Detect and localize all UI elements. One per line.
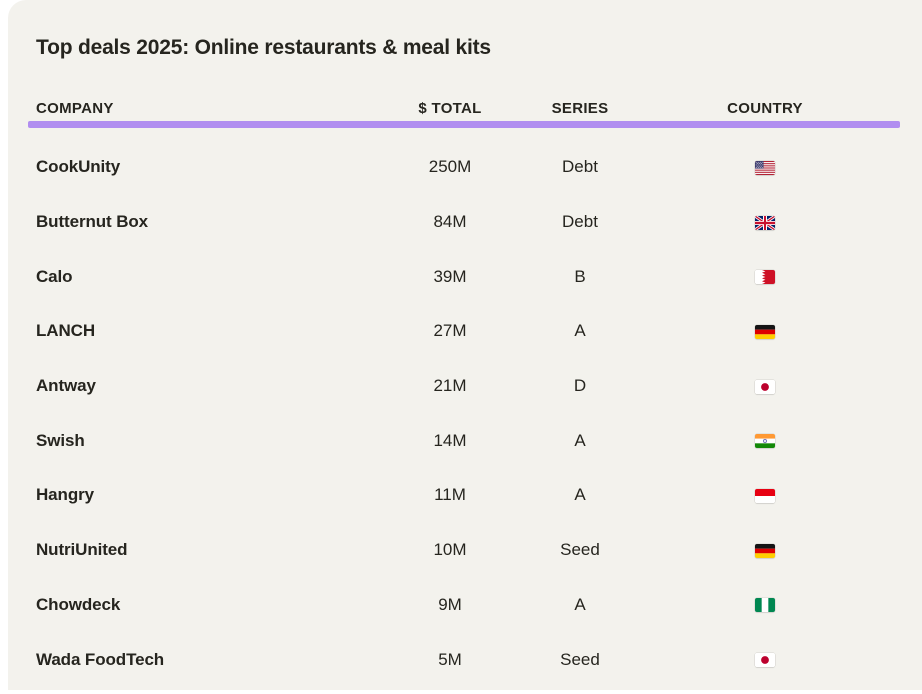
deal-total: 11M [434,485,466,505]
country-cell [630,376,900,396]
deal-series: Debt [562,212,598,232]
column-header-company: COMPANY [36,100,114,117]
column-header-series: SERIES [551,100,609,117]
deal-total: 21M [433,376,467,396]
table-row: Chowdeck 9M A [28,578,900,633]
page-title: Top deals 2025: Online restaurants & mea… [36,36,491,59]
table-row: Calo 39M B [28,249,900,304]
country-cell [630,157,900,177]
table-row: Antway 21M D [28,359,900,414]
table-row: CookUnity 250M Debt [28,140,900,195]
deal-total: 5M [438,649,462,669]
country-cell [630,431,900,451]
column-header-total: $ TOTAL [418,100,482,117]
deal-total: 14M [433,430,467,450]
deal-total: 84M [433,212,467,232]
table-row: Wada FoodTech 5M Seed [28,632,900,687]
flag-de-icon [755,324,775,339]
deal-series: A [574,430,586,450]
country-cell [630,595,900,615]
company-name: Wada FoodTech [36,649,165,669]
deal-series: Seed [560,540,600,560]
deal-total: 10M [433,540,467,560]
table-body: CookUnity 250M Debt Butternut Box 84M De… [28,128,900,687]
flag-de-icon [755,543,775,558]
deal-series: Debt [562,157,598,177]
flag-gb-icon [755,215,775,230]
table-card: Top deals 2025: Online restaurants & mea… [8,0,922,690]
deal-series: Seed [560,649,600,669]
deal-series: B [574,266,586,286]
deal-total: 27M [433,321,467,341]
table-row: Butternut Box 84M Debt [28,195,900,250]
country-cell [630,267,900,287]
country-cell [630,485,900,505]
company-name: NutriUnited [36,540,128,560]
flag-us-icon [755,160,775,175]
company-name: Swish [36,430,85,450]
company-name: LANCH [36,321,95,341]
flag-bh-icon [755,270,775,285]
company-name: Chowdeck [36,594,121,614]
table-row: NutriUnited 10M Seed [28,523,900,578]
country-cell [630,321,900,341]
deal-series: A [574,594,586,614]
table-row: Hangry 11M A [28,468,900,523]
column-header-country: COUNTRY [727,100,803,117]
deal-total: 250M [428,157,472,177]
table-row: LANCH 27M A [28,304,900,359]
company-name: Antway [36,376,96,396]
country-cell [630,650,900,670]
table-header-row: COMPANY $ TOTAL SERIES COUNTRY [28,100,900,117]
company-name: Hangry [36,485,94,505]
flag-jp-icon [755,379,775,394]
deals-table: COMPANY $ TOTAL SERIES COUNTRY CookUnity… [28,100,900,687]
company-name: Calo [36,266,73,286]
company-name: CookUnity [36,157,121,177]
flag-id-icon [755,488,775,503]
deal-series: A [574,485,586,505]
company-name: Butternut Box [36,212,149,232]
deal-series: A [574,321,586,341]
flag-jp-icon [755,653,775,668]
country-cell [630,212,900,232]
header-divider [28,121,900,128]
flag-ng-icon [755,598,775,613]
deal-total: 39M [433,266,467,286]
table-row: Swish 14M A [28,413,900,468]
flag-in-icon [755,434,775,449]
deal-series: D [573,376,587,396]
country-cell [630,540,900,560]
deal-total: 9M [438,594,462,614]
